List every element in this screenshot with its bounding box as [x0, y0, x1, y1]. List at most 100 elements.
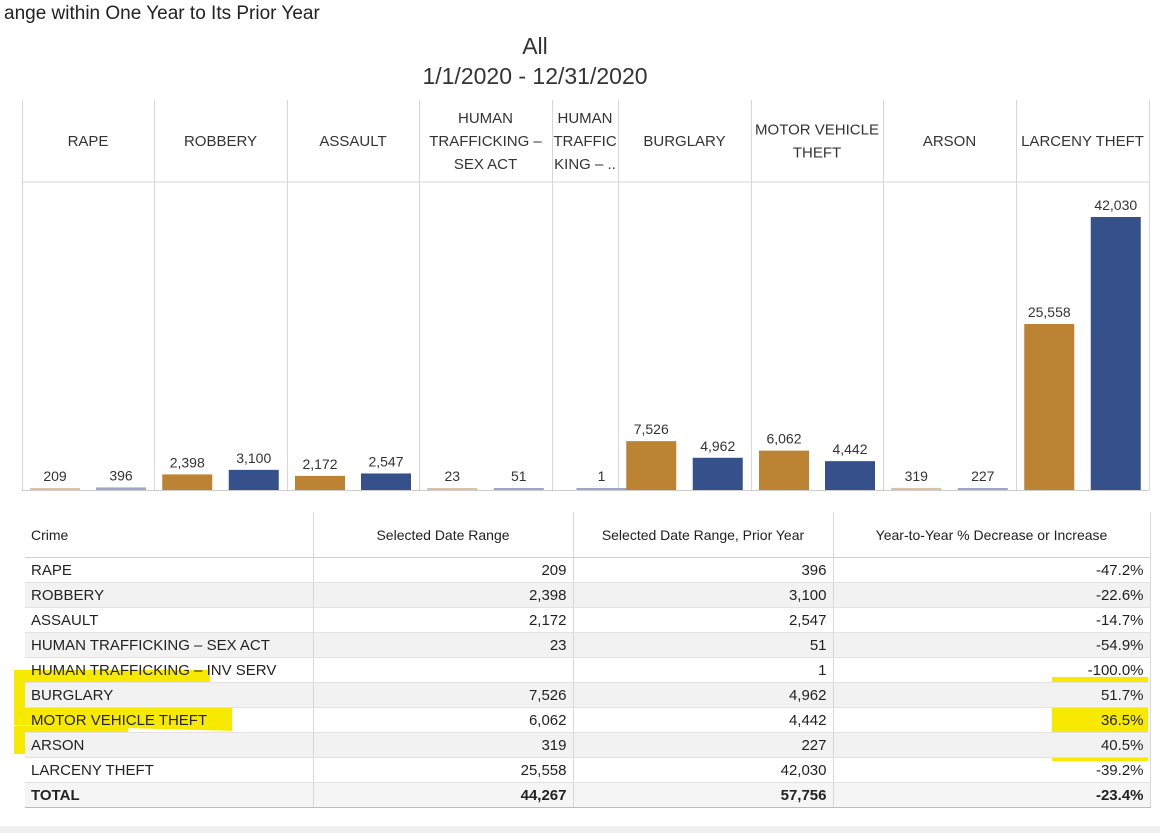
cell-selected: 209 [313, 557, 574, 583]
cell-prior: 1 [573, 657, 834, 683]
category-label: HUMAN [458, 110, 513, 127]
cell-selected: 23 [313, 632, 574, 658]
col-header-prior[interactable]: Selected Date Range, Prior Year [573, 512, 834, 558]
cell-selected: 2,398 [313, 582, 574, 608]
category-label: KING – .. [554, 156, 616, 173]
category-label: TRAFFIC [553, 133, 616, 150]
cell-crime: LARCENY THEFT [25, 757, 314, 783]
bar-prior [692, 457, 743, 490]
bar-value-label: 25,558 [1028, 304, 1071, 320]
category-label: LARCENY THEFT [1021, 133, 1144, 150]
cell-prior: 4,442 [573, 707, 834, 733]
filter-label: All [522, 33, 548, 59]
cell-prior: 4,962 [573, 682, 834, 708]
category-label: BURGLARY [643, 133, 725, 150]
category-label: ROBBERY [184, 133, 257, 150]
category-label: TRAFFICKING – [429, 133, 542, 150]
cell-prior: 42,030 [573, 757, 834, 783]
bar-value-label: 396 [109, 467, 133, 483]
cell-selected: 7,526 [313, 682, 574, 708]
bar-value-label: 3,100 [236, 450, 271, 466]
cell-crime: MOTOR VEHICLE THEFT [25, 707, 314, 733]
bar-value-label: 23 [444, 468, 460, 484]
page-title: ange within One Year to Its Prior Year [4, 3, 320, 24]
table-header-row: Crime Selected Date Range Selected Date … [25, 512, 1151, 558]
col-header-crime[interactable]: Crime [25, 512, 314, 558]
category-label: SEX ACT [454, 156, 517, 173]
bar-value-label: 2,547 [368, 453, 403, 469]
cell-prior: 2,547 [573, 607, 834, 633]
category-label: THEFT [793, 145, 841, 162]
cell-selected: 44,267 [313, 782, 574, 808]
col-header-change[interactable]: Year-to-Year % Decrease or Increase [833, 512, 1151, 558]
cell-change: -23.4% [833, 782, 1151, 808]
cell-change: -14.7% [833, 607, 1151, 633]
cell-crime: HUMAN TRAFFICKING – INV SERV [25, 657, 314, 683]
table-row[interactable]: ROBBERY 2,398 3,100 -22.6% [25, 582, 1151, 608]
cell-crime: RAPE [25, 557, 314, 583]
bar-current [1024, 323, 1075, 490]
bar-current [626, 441, 677, 490]
cell-change: -22.6% [833, 582, 1151, 608]
cell-crime: BURGLARY [25, 682, 314, 708]
bar-value-label: 2,172 [302, 456, 337, 472]
bar-current [295, 475, 345, 490]
cell-prior: 57,756 [573, 782, 834, 808]
bar-value-label: 6,062 [766, 431, 801, 447]
table-row[interactable]: HUMAN TRAFFICKING – SEX ACT 23 51 -54.9% [25, 632, 1151, 658]
bar-current [162, 474, 213, 490]
bar-prior [361, 473, 411, 490]
cell-crime: HUMAN TRAFFICKING – SEX ACT [25, 632, 314, 658]
bar-prior [96, 487, 146, 490]
cell-selected [313, 657, 574, 683]
cell-prior: 227 [573, 732, 834, 758]
cell-crime: ASSAULT [25, 607, 314, 633]
bar-prior [576, 488, 627, 490]
cell-prior: 396 [573, 557, 834, 583]
bar-value-label: 51 [511, 468, 527, 484]
table-row[interactable]: LARCENY THEFT 25,558 42,030 -39.2% [25, 757, 1151, 783]
bar-current [759, 450, 809, 490]
table-row[interactable]: ARSON 319 227 40.5% [25, 732, 1151, 758]
bar-prior [228, 469, 279, 490]
bar-prior [1090, 217, 1141, 490]
total-row[interactable]: TOTAL 44,267 57,756 -23.4% [25, 782, 1151, 808]
date-range-label: 1/1/2020 - 12/31/2020 [422, 63, 648, 89]
table-row[interactable]: MOTOR VEHICLE THEFT 6,062 4,442 36.5% [25, 707, 1151, 733]
bar-value-label: 1 [598, 468, 606, 484]
cell-change: -54.9% [833, 632, 1151, 658]
crime-table: Crime Selected Date Range Selected Date … [25, 512, 1151, 808]
category-label: MOTOR VEHICLE [755, 122, 879, 139]
category-label: ARSON [923, 133, 976, 150]
footer-divider [0, 826, 1160, 833]
col-header-selected[interactable]: Selected Date Range [313, 512, 574, 558]
bar-value-label: 227 [971, 468, 995, 484]
cell-change: 51.7% [833, 682, 1151, 708]
table-row[interactable]: BURGLARY 7,526 4,962 51.7% [25, 682, 1151, 708]
bar-value-label: 209 [43, 468, 67, 484]
cell-change: -39.2% [833, 757, 1151, 783]
category-label: HUMAN [558, 110, 613, 127]
cell-crime: ARSON [25, 732, 314, 758]
bar-value-label: 4,442 [832, 441, 867, 457]
table-row[interactable]: RAPE 209 396 -47.2% [25, 557, 1151, 583]
cell-crime: ROBBERY [25, 582, 314, 608]
bar-prior [493, 488, 544, 490]
cell-change: -100.0% [833, 657, 1151, 683]
cell-crime: TOTAL [25, 782, 314, 808]
table-row[interactable]: HUMAN TRAFFICKING – INV SERV 1 -100.0% [25, 657, 1151, 683]
category-label: RAPE [68, 133, 109, 150]
cell-selected: 2,172 [313, 607, 574, 633]
cell-change: 40.5% [833, 732, 1151, 758]
bar-current [30, 488, 80, 490]
bar-value-label: 319 [905, 468, 929, 484]
cell-selected: 6,062 [313, 707, 574, 733]
cell-prior: 51 [573, 632, 834, 658]
bar-value-label: 42,030 [1094, 197, 1137, 213]
bar-current [427, 488, 478, 490]
bar-chart: RAPE 209 396 ROBBERY 2,398 3,100 ASSAULT 2,172 2… [22, 100, 1150, 491]
bar-value-label: 2,398 [170, 454, 205, 470]
bar-value-label: 7,526 [634, 421, 669, 437]
table-row[interactable]: ASSAULT 2,172 2,547 -14.7% [25, 607, 1151, 633]
bar-value-label: 4,962 [700, 438, 735, 454]
